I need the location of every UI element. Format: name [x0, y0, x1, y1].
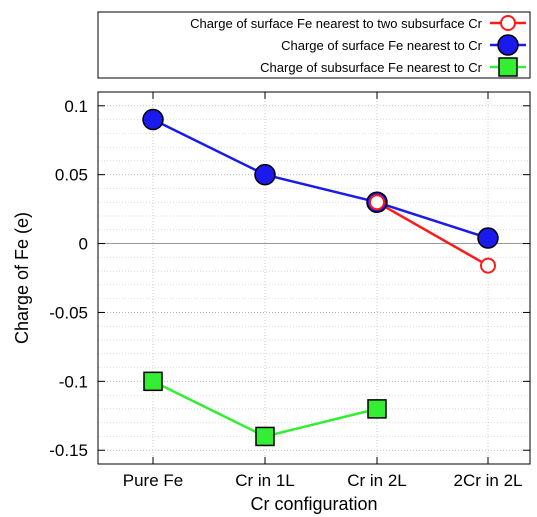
y-tick-label: -0.1 — [59, 372, 88, 391]
data-point — [143, 371, 163, 392]
data-point — [254, 163, 276, 186]
plot-frame — [97, 91, 531, 465]
legend-label: Charge of subsurface Fe nearest to Cr — [260, 60, 483, 75]
legend: Charge of surface Fe nearest to two subs… — [97, 11, 531, 79]
data-point — [255, 426, 275, 447]
x-tick-label: Cr in 1L — [235, 471, 295, 490]
series-1 — [376, 201, 489, 267]
grid — [98, 92, 530, 464]
legend-label: Charge of surface Fe nearest to two subs… — [190, 16, 483, 31]
series-layer — [142, 108, 499, 447]
data-point — [369, 194, 385, 211]
data-point — [477, 227, 499, 249]
x-tick-label: 2Cr in 2L — [454, 471, 523, 490]
x-axis-title: Cr configuration — [250, 494, 377, 514]
series-line — [376, 201, 489, 267]
series-3-markers — [143, 371, 387, 447]
legend-marker — [497, 34, 519, 56]
legend-label: Charge of surface Fe nearest to Cr — [281, 38, 483, 53]
series-2 — [152, 118, 489, 240]
y-tick-label: 0.1 — [64, 97, 88, 116]
axis-ticks: 0.1 0.05 0 -0.05 -0.1 -0.15 Pure Fe Cr in 1L Cr … — [49, 92, 530, 490]
y-tick-label: -0.05 — [49, 303, 88, 322]
series-1-markers — [369, 194, 496, 274]
series-line — [152, 118, 489, 240]
x-tick-label: Pure Fe — [123, 471, 183, 490]
y-tick-label: -0.15 — [49, 441, 88, 460]
y-tick-label: 0.05 — [55, 166, 88, 185]
data-point — [142, 108, 164, 131]
series-2-markers — [142, 108, 499, 249]
y-axis-title: Charge of Fe (e) — [12, 212, 32, 344]
y-tick-label: 0 — [79, 235, 88, 254]
legend-marker — [500, 15, 516, 31]
data-point — [480, 257, 496, 274]
legend-marker — [498, 57, 518, 77]
x-tick-label: Cr in 2L — [347, 471, 407, 490]
legend-box — [97, 11, 531, 79]
data-point — [367, 399, 387, 419]
